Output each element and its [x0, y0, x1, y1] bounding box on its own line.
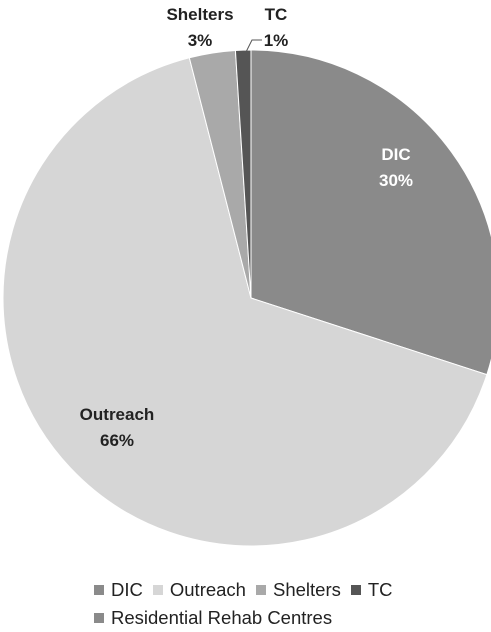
- slice-label-outreach: Outreach: [80, 405, 155, 424]
- legend-row-2: Residential Rehab Centres: [94, 604, 474, 632]
- slice-value-shelters: 3%: [188, 31, 213, 50]
- legend-swatch: [94, 585, 104, 595]
- legend-swatch: [350, 585, 361, 595]
- legend-item-outreach: Outreach: [152, 576, 246, 604]
- pie-slices: [2, 49, 491, 547]
- legend-item-dic: DIC: [94, 576, 143, 604]
- leader-line-tc: [245, 39, 262, 53]
- slice-value-dic: 30%: [379, 171, 413, 190]
- slice-labels: DIC 30% Outreach 66% Shelters 3% TC 1%: [80, 5, 413, 450]
- pie-slice-dic: [250, 49, 491, 376]
- slice-label-dic: DIC: [381, 145, 410, 164]
- legend-swatch: [152, 585, 163, 595]
- pie-slice-outreach: [2, 57, 488, 547]
- leader-lines: [245, 39, 262, 53]
- legend-label: Outreach: [169, 579, 246, 600]
- legend-row-1: DIC Outreach Shelters TC: [94, 576, 474, 604]
- legend-label: DIC: [111, 579, 143, 600]
- legend-item-tc: TC: [350, 576, 393, 604]
- slice-label-shelters: Shelters: [166, 5, 233, 24]
- slice-value-tc: 1%: [264, 31, 289, 50]
- legend-item-shelters: Shelters: [255, 576, 341, 604]
- legend-item-residential-rehab-centres: Residential Rehab Centres: [94, 604, 332, 632]
- legend-label: Residential Rehab Centres: [111, 607, 333, 628]
- legend-label: Shelters: [272, 579, 341, 600]
- legend-label: TC: [367, 579, 393, 600]
- legend-swatch: [255, 585, 266, 595]
- pie-slice-tc: [234, 49, 252, 299]
- legend: DIC Outreach Shelters TC Residential Reh…: [94, 576, 474, 632]
- legend-swatch: [94, 613, 104, 623]
- slice-label-tc: TC: [265, 5, 288, 24]
- slice-value-outreach: 66%: [100, 431, 134, 450]
